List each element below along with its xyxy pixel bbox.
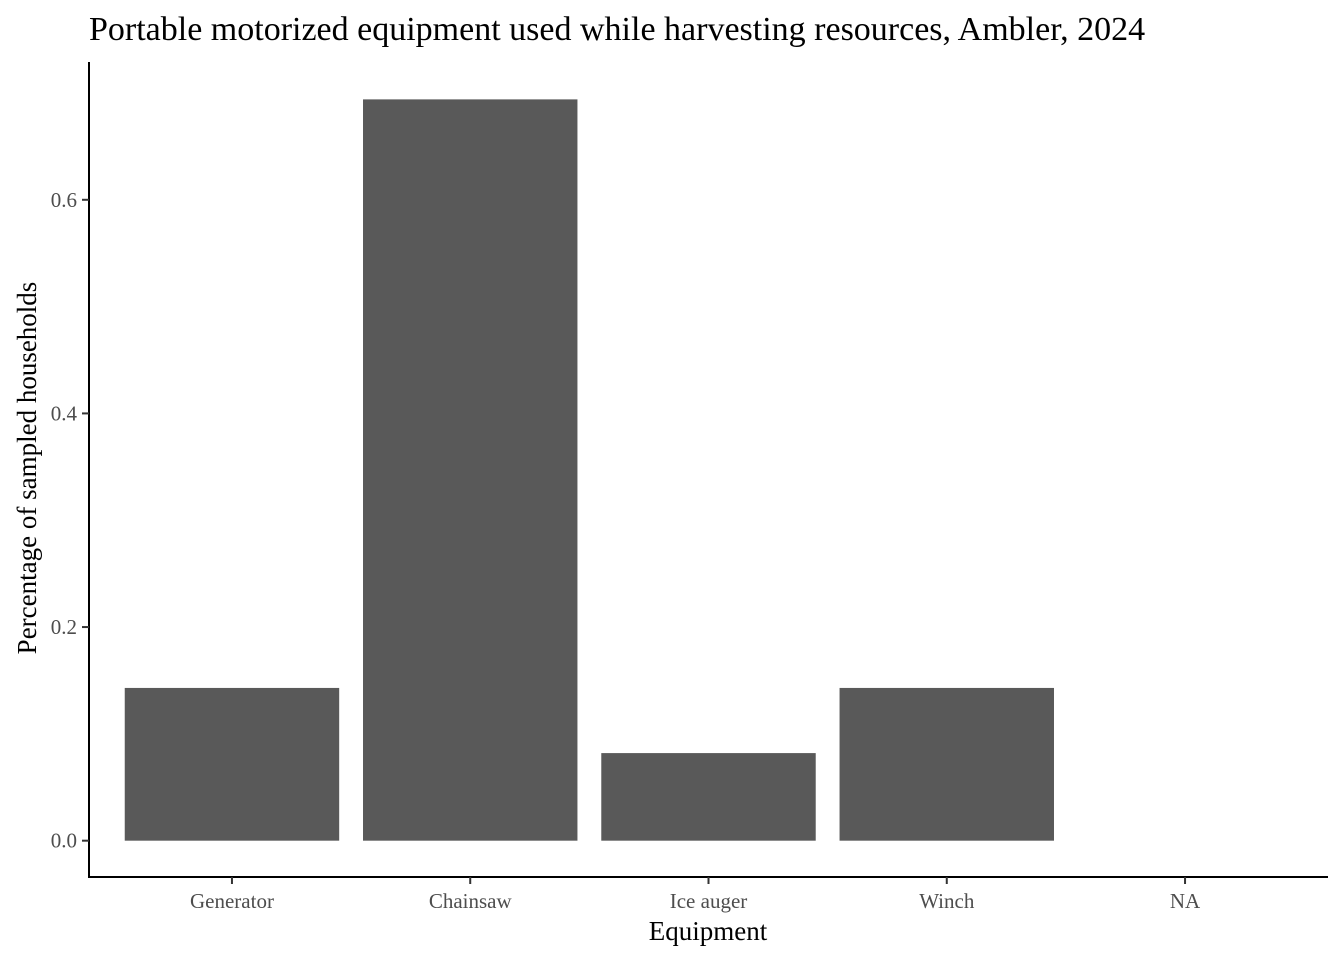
- x-ticks-group: Generator Chainsaw Ice auger Winch NA: [190, 877, 1201, 913]
- bar-generator: [124, 687, 340, 841]
- y-tick-label-1: 0.2: [51, 615, 77, 639]
- bars-group: [124, 99, 1054, 841]
- x-axis-title: Equipment: [649, 916, 768, 946]
- x-tick-label-chainsaw: Chainsaw: [429, 889, 513, 913]
- y-ticks-group: 0.0 0.2 0.4 0.6: [51, 188, 89, 853]
- y-tick-label-0: 0.0: [51, 829, 77, 853]
- x-tick-label-generator: Generator: [190, 889, 274, 913]
- bar-winch: [839, 687, 1054, 841]
- chart-title: Portable motorized equipment used while …: [89, 11, 1145, 48]
- bar-ice-auger: [601, 753, 816, 841]
- x-tick-label-winch: Winch: [919, 889, 975, 913]
- y-tick-label-2: 0.4: [51, 401, 78, 425]
- x-tick-label-na: NA: [1170, 889, 1201, 913]
- x-tick-label-ice-auger: Ice auger: [670, 889, 748, 913]
- bar-chainsaw: [363, 99, 578, 841]
- y-axis-title: Percentage of sampled households: [12, 282, 42, 655]
- y-tick-label-3: 0.6: [51, 188, 77, 212]
